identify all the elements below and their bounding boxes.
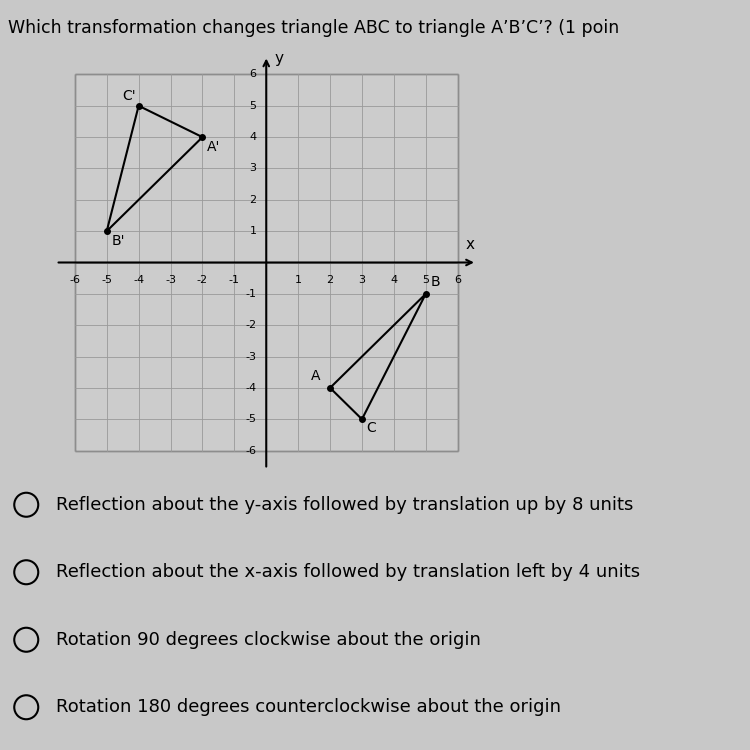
Text: -2: -2 — [245, 320, 256, 330]
Text: B: B — [430, 275, 440, 290]
Text: -5: -5 — [246, 414, 256, 424]
Text: A: A — [311, 369, 320, 383]
Text: -4: -4 — [245, 382, 256, 393]
Text: x: x — [466, 236, 475, 251]
Text: -2: -2 — [197, 275, 208, 285]
Text: Which transformation changes triangle ABC to triangle A’B’C’? (1 poin: Which transformation changes triangle AB… — [8, 19, 619, 37]
Text: Rotation 90 degrees clockwise about the origin: Rotation 90 degrees clockwise about the … — [56, 631, 482, 649]
Text: -1: -1 — [246, 289, 256, 298]
Text: -6: -6 — [69, 275, 80, 285]
Text: -3: -3 — [165, 275, 176, 285]
Text: Reflection about the x-axis followed by translation left by 4 units: Reflection about the x-axis followed by … — [56, 563, 640, 581]
Text: 4: 4 — [250, 132, 256, 142]
Text: -3: -3 — [246, 352, 256, 362]
Bar — [75, 74, 458, 451]
Text: Rotation 180 degrees counterclockwise about the origin: Rotation 180 degrees counterclockwise ab… — [56, 698, 561, 716]
Text: A': A' — [207, 140, 220, 154]
Text: 3: 3 — [250, 164, 256, 173]
Text: 2: 2 — [326, 275, 334, 285]
Text: C: C — [367, 421, 376, 435]
Text: 1: 1 — [295, 275, 302, 285]
Text: y: y — [274, 51, 284, 66]
Text: 2: 2 — [250, 195, 256, 205]
Text: 6: 6 — [250, 70, 256, 80]
Text: Reflection about the y-axis followed by translation up by 8 units: Reflection about the y-axis followed by … — [56, 496, 634, 514]
Text: -1: -1 — [229, 275, 240, 285]
Text: -4: -4 — [133, 275, 144, 285]
Text: 1: 1 — [250, 226, 256, 236]
Text: 5: 5 — [422, 275, 429, 285]
Text: 6: 6 — [454, 275, 461, 285]
Text: 5: 5 — [250, 100, 256, 111]
Text: 3: 3 — [358, 275, 365, 285]
Text: -5: -5 — [101, 275, 112, 285]
Text: 4: 4 — [390, 275, 398, 285]
Text: B': B' — [112, 234, 125, 248]
Text: -6: -6 — [246, 446, 256, 455]
Text: C': C' — [122, 88, 136, 103]
